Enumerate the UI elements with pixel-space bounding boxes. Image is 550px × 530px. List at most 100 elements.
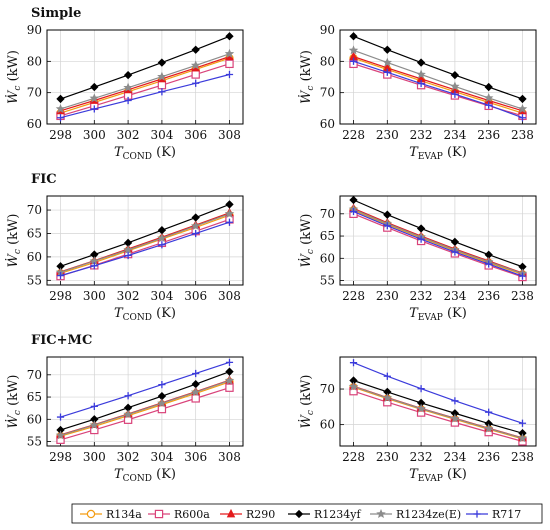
- data-point: [158, 241, 166, 249]
- series-line: [60, 35, 230, 100]
- y-tick-label: 70: [320, 382, 335, 396]
- data-point: [483, 93, 494, 103]
- x-tick-label: 234: [443, 450, 466, 464]
- series-line: [60, 381, 230, 437]
- series-R1234yf: [56, 32, 234, 104]
- data-point: [192, 229, 200, 238]
- series-line: [353, 207, 523, 274]
- data-point: [225, 70, 234, 79]
- x-tick-label: 228: [342, 450, 365, 464]
- plot-frame: [339, 195, 537, 286]
- y-tick-label: 70: [320, 86, 335, 100]
- x-axis-label: TEVAP (K): [409, 467, 467, 484]
- x-tick-label: 306: [184, 128, 207, 142]
- x-tick-label: 230: [376, 450, 399, 464]
- series-line: [60, 361, 230, 418]
- series-line: [353, 362, 523, 424]
- data-point: [417, 79, 425, 88]
- data-point: [349, 207, 358, 216]
- x-axis-label: TEVAP (K): [409, 306, 467, 323]
- y-tick-label: 70: [27, 203, 42, 217]
- y-tick-label: 80: [320, 54, 335, 68]
- data-point: [157, 58, 167, 67]
- legend-marker: [294, 509, 304, 519]
- y-tick-label: 55: [27, 273, 42, 287]
- panel-3: 228 230 232 234 236 238 55 60 65 70 TEVAP (K) Ẇc (k…: [297, 195, 537, 323]
- data-point: [55, 103, 66, 113]
- data-point: [485, 260, 493, 268]
- panel-4: 298 300 302 304 306 308 55 60 65 70 TCOND (K) Ẇc (k…: [4, 333, 244, 484]
- series-line: [353, 385, 523, 439]
- x-tick-label: 238: [511, 128, 534, 142]
- plot-frame: [46, 29, 244, 125]
- y-tick-label: 70: [320, 207, 335, 221]
- series-line: [353, 49, 523, 110]
- data-point: [192, 369, 200, 378]
- legend-entry-R290: R290: [220, 508, 275, 521]
- data-point: [56, 114, 65, 122]
- x-tick-label: 236: [477, 128, 500, 142]
- series-line: [60, 56, 230, 112]
- data-point: [56, 94, 65, 104]
- legend-entry-R717: R717: [466, 508, 521, 521]
- data-point: [157, 398, 167, 408]
- data-point: [451, 248, 459, 256]
- series-line: [353, 211, 523, 277]
- series-R717: [349, 359, 527, 427]
- data-point: [450, 237, 460, 247]
- series-line: [60, 57, 230, 114]
- data-point: [224, 375, 235, 385]
- data-point: [190, 60, 201, 70]
- series-R717: [349, 57, 527, 122]
- y-tick-label: 65: [27, 226, 42, 240]
- x-tick-label: 302: [117, 289, 140, 303]
- series-line: [60, 380, 230, 436]
- x-tick-label: 308: [218, 289, 241, 303]
- data-point: [518, 272, 527, 280]
- series-line: [353, 379, 523, 434]
- data-point: [224, 208, 235, 218]
- series-line: [60, 53, 230, 110]
- series-line: [60, 63, 230, 117]
- legend-entry-R600a: R600a: [148, 508, 210, 521]
- series-R1234ze(E): [348, 381, 528, 443]
- plot-frame: [339, 29, 537, 125]
- x-tick-label: 300: [83, 450, 106, 464]
- x-axis-label: TCOND (K): [114, 306, 176, 323]
- data-point: [90, 262, 98, 270]
- y-axis-label: Ẇc (kW): [297, 214, 316, 268]
- x-tick-label: 298: [49, 450, 72, 464]
- legend-marker: [473, 510, 481, 518]
- legend-label: R290: [246, 508, 275, 521]
- data-point: [225, 358, 234, 366]
- y-tick-label: 80: [27, 54, 42, 68]
- series-line: [353, 385, 523, 439]
- x-tick-label: 230: [376, 289, 399, 303]
- data-point: [191, 70, 200, 79]
- data-point: [383, 222, 391, 230]
- y-tick-label: 55: [27, 435, 42, 449]
- y-tick-label: 60: [320, 418, 335, 432]
- data-point: [451, 90, 459, 98]
- data-point: [383, 210, 392, 219]
- data-point: [484, 82, 493, 92]
- data-point: [450, 413, 460, 423]
- series-line: [353, 208, 523, 274]
- series-R600a: [349, 386, 527, 446]
- data-point: [416, 58, 426, 67]
- x-axis-label: TCOND (K): [114, 145, 176, 162]
- data-point: [123, 244, 133, 254]
- x-tick-label: 298: [49, 289, 72, 303]
- data-point: [89, 93, 100, 103]
- x-tick-label: 308: [218, 128, 241, 142]
- y-tick-label: 60: [320, 117, 335, 131]
- series-line: [353, 390, 523, 442]
- x-tick-label: 232: [410, 289, 433, 303]
- series-line: [60, 213, 230, 273]
- panel-title: FIC+MC: [31, 333, 92, 348]
- x-tick-label: 238: [511, 289, 534, 303]
- series-R717: [56, 358, 234, 421]
- x-tick-label: 298: [49, 128, 72, 142]
- x-axis-label: TCOND (K): [114, 467, 176, 484]
